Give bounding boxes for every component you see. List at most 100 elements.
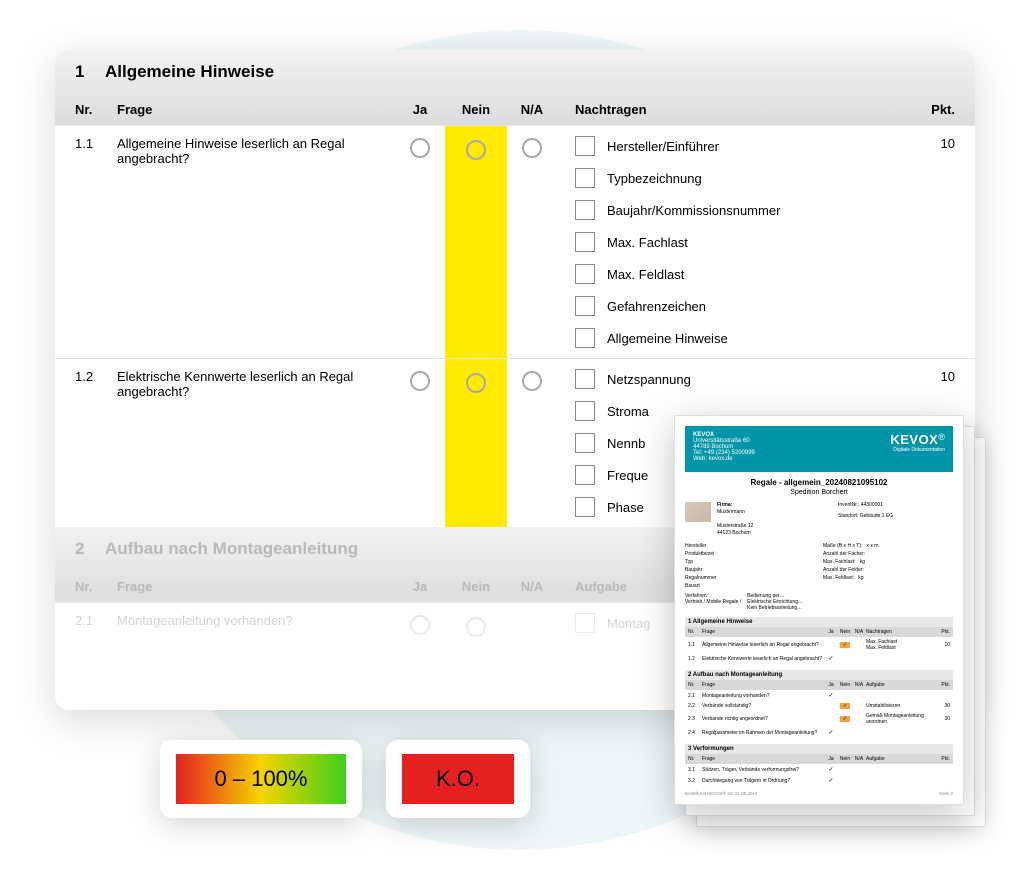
ko-badge: K.O. <box>402 754 514 804</box>
cell-nachtragen: Hersteller/Einführer Typbezeichnung Bauj… <box>557 136 907 348</box>
checkbox[interactable] <box>575 328 595 348</box>
radio-na[interactable] <box>522 138 542 158</box>
checkbox[interactable] <box>575 232 595 252</box>
report-col-header: Nr.FrageJaNeinN/AAufgabePkt. <box>685 754 953 764</box>
report-row: 1.2Elektrische Kennwerte leserlich an Re… <box>685 653 953 664</box>
col-ja-header: Ja <box>395 579 445 594</box>
radio-na[interactable] <box>522 371 542 391</box>
nachtragen-label: Netzspannung <box>607 372 691 387</box>
checkbox[interactable] <box>575 613 595 633</box>
question-nr: 1.1 <box>75 136 117 151</box>
nachtragen-item: Allgemeine Hinweise <box>575 328 907 348</box>
report-section-header: 1 Allgemeine Hinweise <box>685 617 953 627</box>
column-header-row: Nr. Frage Ja Nein N/A Nachtragen Pkt. <box>55 94 975 125</box>
nachtragen-label: Max. Feldlast <box>607 267 684 282</box>
report-thumb-image <box>685 502 711 522</box>
radio-ja[interactable] <box>410 371 430 391</box>
badge-row: 0 – 100% K.O. <box>160 740 530 818</box>
col-frage-header: Frage <box>117 102 395 117</box>
section-header: 1Allgemeine Hinweise <box>55 50 975 94</box>
checkbox[interactable] <box>575 497 595 517</box>
nachtragen-label: Freque <box>607 468 648 483</box>
nachtragen-label: Phase <box>607 500 644 515</box>
report-row: 1.1Allgemeine Hinweise leserlich an Rega… <box>685 637 953 653</box>
question-text: Elektrische Kennwerte leserlich an Regal… <box>117 369 395 399</box>
section-num: 2 <box>75 539 105 559</box>
report-col-header: Nr.FrageJaNeinN/ANachtragenPkt. <box>685 627 953 637</box>
nachtragen-label: Typbezeichnung <box>607 171 702 186</box>
checkbox[interactable] <box>575 264 595 284</box>
report-specs: HerstellerMaße (B x H x T): x x mProdukt… <box>685 543 953 589</box>
radio-nein[interactable] <box>466 140 486 160</box>
checkbox[interactable] <box>575 296 595 316</box>
cell-ja <box>395 369 445 394</box>
col-nein-header: Nein <box>445 579 507 594</box>
checkbox[interactable] <box>575 401 595 421</box>
question-text: Allgemeine Hinweise leserlich an Regal a… <box>117 136 395 166</box>
nachtragen-item: Max. Fachlast <box>575 232 907 252</box>
nachtragen-label: Max. Fachlast <box>607 235 688 250</box>
report-standort-label: Standort: <box>838 513 858 519</box>
col-pkt-header: Pkt. <box>907 102 955 117</box>
nachtragen-item: Hersteller/Einführer <box>575 136 907 156</box>
ko-text: K.O. <box>436 766 480 792</box>
nachtragen-item: Typbezeichnung <box>575 168 907 188</box>
col-ja-header: Ja <box>395 102 445 117</box>
ko-badge-card: K.O. <box>386 740 530 818</box>
report-firma-lines: MustermannMusterstraße 1244123 Bochum <box>717 509 832 537</box>
section-title: Allgemeine Hinweise <box>105 62 274 82</box>
nachtragen-item: Gefahrenzeichen <box>575 296 907 316</box>
checkbox[interactable] <box>575 168 595 188</box>
report-row: 2.2Verbände vollständig?✓Umstabilisieren… <box>685 701 953 711</box>
nachtragen-label: Gefahrenzeichen <box>607 299 706 314</box>
report-inventar-label: InventNr.: <box>838 502 859 508</box>
checkbox[interactable] <box>575 136 595 156</box>
col-nach-header: Nachtragen <box>557 102 907 117</box>
checkbox[interactable] <box>575 465 595 485</box>
report-subtitle: Spedition Borchert <box>685 489 953 496</box>
checkbox[interactable] <box>575 433 595 453</box>
report-verfahren: Verfahren:Vertrieb / Mobile Regale / Bed… <box>685 593 953 611</box>
col-nein-header: Nein <box>445 102 507 117</box>
question-pkt: 10 <box>907 369 955 384</box>
checkbox[interactable] <box>575 200 595 220</box>
radio-ja[interactable] <box>410 138 430 158</box>
col-na-header: N/A <box>507 102 557 117</box>
nachtragen-label: Montag <box>607 616 650 631</box>
nachtragen-label: Nennb <box>607 436 645 451</box>
report-section-header: 3 Verformungen <box>685 744 953 754</box>
cell-ja <box>395 136 445 161</box>
cell-ja <box>395 613 445 638</box>
nachtragen-label: Stroma <box>607 404 649 419</box>
score-badge-card: 0 – 100% <box>160 740 362 818</box>
nachtragen-item: Baujahr/Kommissionsnummer <box>575 200 907 220</box>
radio-nein[interactable] <box>466 373 486 393</box>
col-na-header: N/A <box>507 579 557 594</box>
score-range-badge: 0 – 100% <box>176 754 346 804</box>
nachtragen-label: Baujahr/Kommissionsnummer <box>607 203 780 218</box>
question-text: Montageanleitung vorhanden? <box>117 613 395 628</box>
radio-ja[interactable] <box>410 615 430 635</box>
radio-nein[interactable] <box>466 617 486 637</box>
report-row: 3.1Stützen, Träger, Verbände verformungs… <box>685 764 953 775</box>
score-range-text: 0 – 100% <box>215 766 308 792</box>
report-col-header: Nr.FrageJaNeinN/AAufgabePkt. <box>685 680 953 690</box>
section-title: Aufbau nach Montageanleitung <box>105 539 358 559</box>
report-row: 2.3Verbände richtig angeordnet?✓Gemäß Mo… <box>685 711 953 727</box>
report-header: KEVOXUniversitätsstraße 6044789 BochumTe… <box>685 426 953 472</box>
report-row: 3.2Durchbiegung von Trägern in Ordnung?✓ <box>685 775 953 786</box>
report-sections: 1 Allgemeine HinweiseNr.FrageJaNeinN/ANa… <box>685 617 953 786</box>
report-row: 2.1Montageanleitung vorhanden?✓ <box>685 690 953 701</box>
checkbox[interactable] <box>575 369 595 389</box>
question-nr: 1.2 <box>75 369 117 384</box>
report-brand: KEVOX <box>890 432 938 447</box>
question-row: 1.1 Allgemeine Hinweise leserlich an Reg… <box>55 125 975 358</box>
report-inventar: 44300001 <box>861 502 883 508</box>
question-nr: 2.1 <box>75 613 117 628</box>
cell-nein <box>445 126 507 358</box>
nachtragen-label: Allgemeine Hinweise <box>607 331 728 346</box>
report-preview-stack: KEVOXUniversitätsstraße 6044789 BochumTe… <box>674 415 994 835</box>
col-nr-header: Nr. <box>75 102 117 117</box>
col-frage-header: Frage <box>117 579 395 594</box>
report-logo: KEVOX® Digitale Dokumentation <box>890 432 945 466</box>
